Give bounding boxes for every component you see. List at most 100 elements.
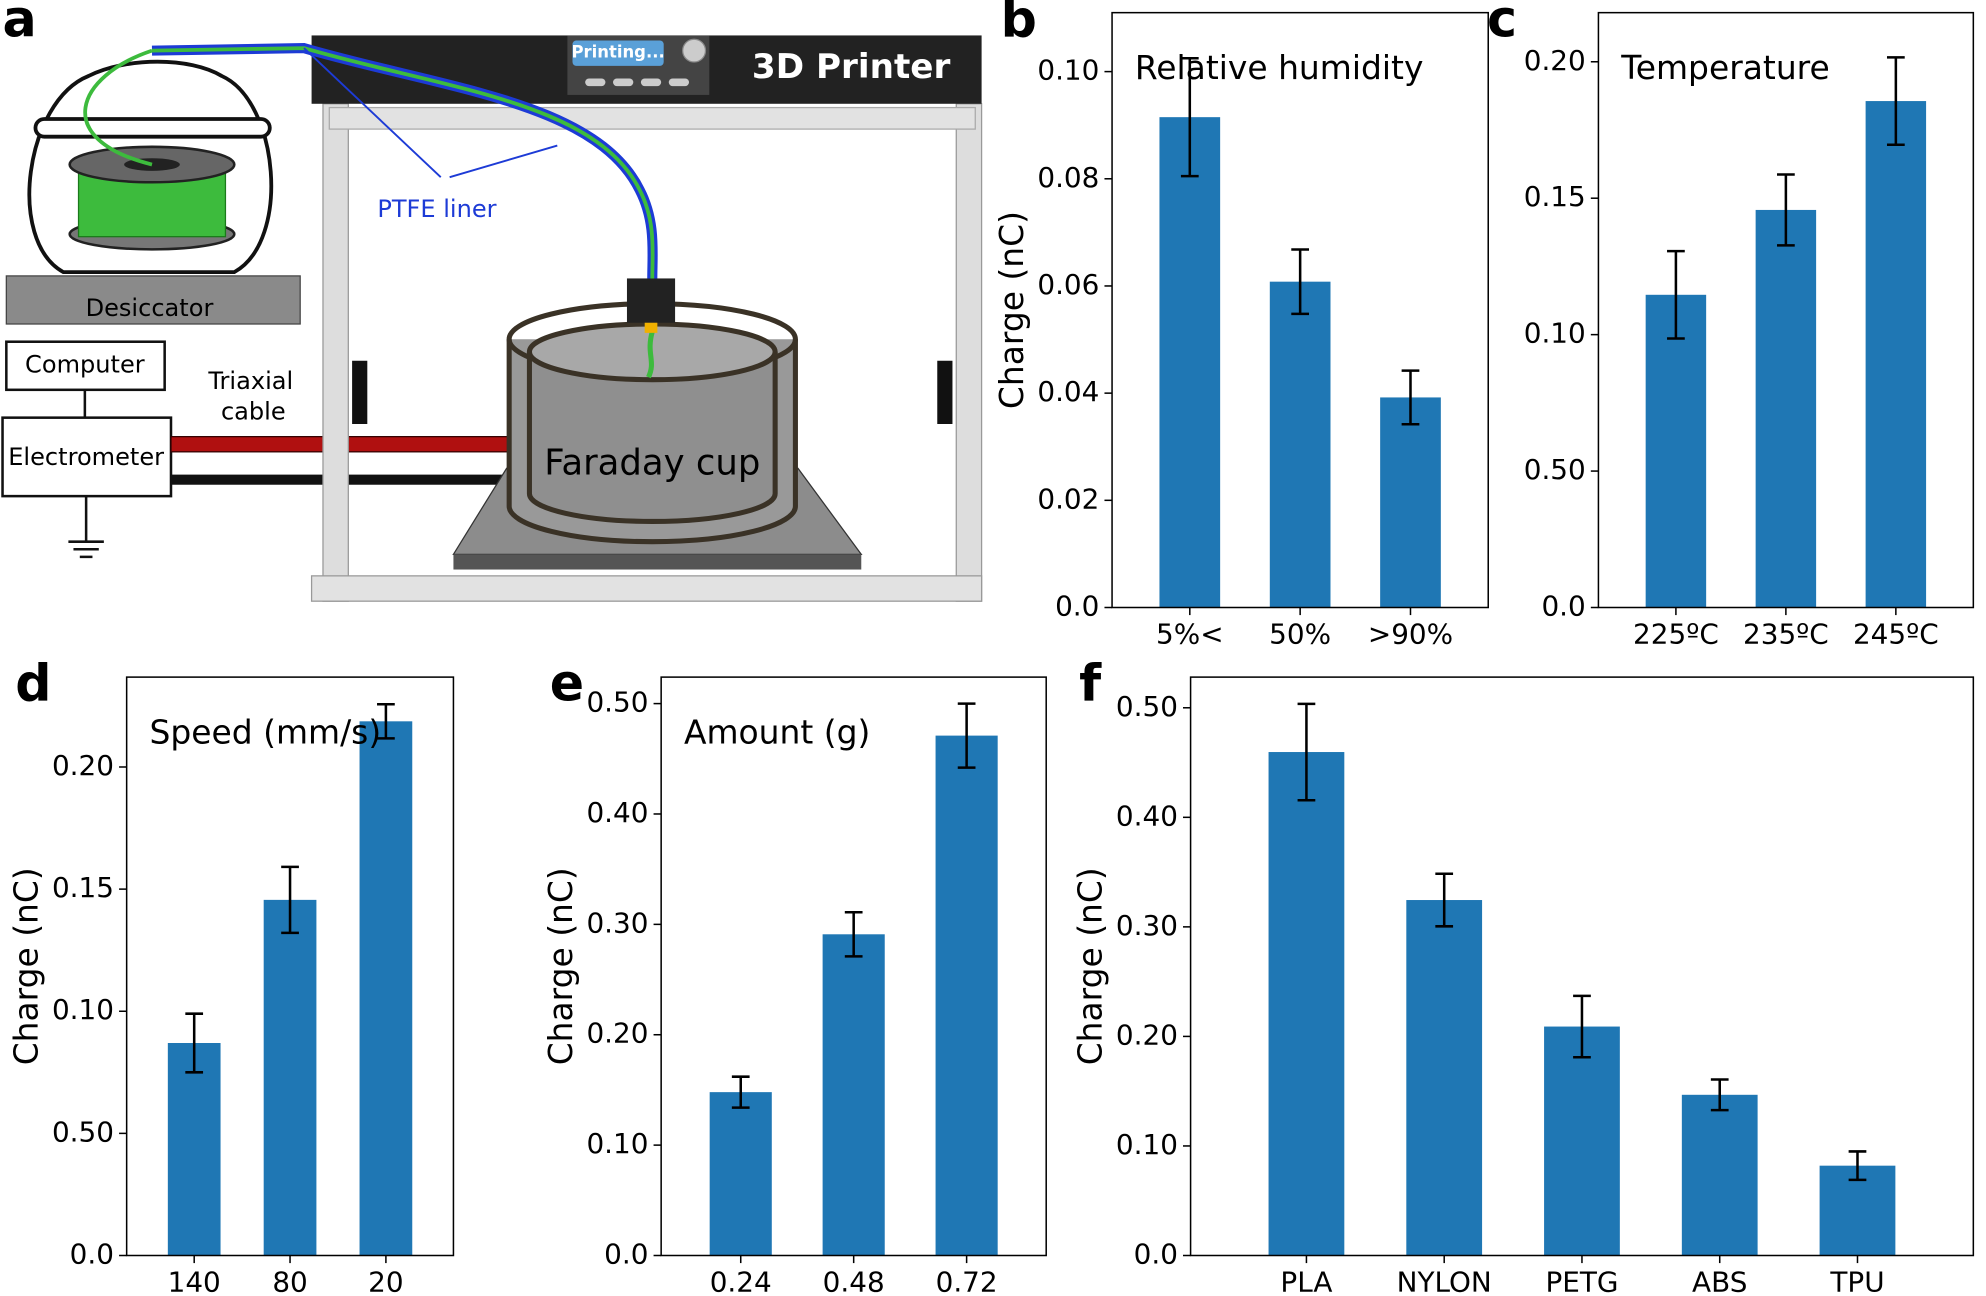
filament-in-tube: [151, 46, 655, 279]
chart-title: Temperature: [1620, 48, 1830, 87]
buttons: [585, 78, 690, 87]
x-tick-label: 140: [168, 1265, 221, 1296]
x-tick-label: 0.48: [823, 1265, 885, 1296]
electrometer-label: Electrometer: [8, 443, 164, 471]
y-tick-label: 0.02: [1037, 482, 1099, 515]
triaxial-cable: [170, 436, 533, 453]
y-tick-label: 0.40: [586, 796, 648, 829]
x-tick-label: PLA: [1280, 1265, 1332, 1296]
x-tick-label: 80: [272, 1265, 307, 1296]
bar: [709, 1092, 772, 1256]
frame-bar: [328, 106, 976, 130]
chart-title: Amount (g): [684, 713, 870, 752]
plate: [5, 275, 301, 325]
y-axis-label: Charge (nC): [6, 867, 45, 1065]
y-tick-label: 0.10: [1037, 54, 1099, 87]
y-tick-label: 0.0: [70, 1238, 114, 1271]
cable-label: cable: [221, 398, 286, 426]
y-tick-label: 0.20: [586, 1017, 648, 1050]
y-tick-label: 0.20: [1524, 44, 1586, 77]
y-axis-label: Charge (nC): [992, 211, 1031, 409]
printer-label: 3D Printer: [752, 47, 951, 87]
y-tick-label: 0.15: [1524, 180, 1586, 213]
liner-label: PTFE liner: [377, 195, 496, 223]
y-tick-label: 0.20: [52, 749, 114, 782]
bar: [1269, 281, 1331, 608]
axes-frame: [660, 676, 1047, 1257]
ground: [68, 496, 104, 559]
y-tick-label: 0.50: [586, 686, 648, 719]
bar: [1159, 117, 1221, 608]
x-tick-label: 245ºC: [1853, 617, 1939, 650]
extrudate: [646, 330, 655, 379]
y-tick-label: 0.0: [1134, 1238, 1178, 1271]
y-tick-label: 0.30: [586, 906, 648, 939]
y-tick-label: 0.50: [1116, 690, 1178, 723]
y-tick-label: 0.10: [586, 1127, 648, 1160]
x-tick-label: >90%: [1368, 617, 1453, 650]
bar: [167, 1043, 221, 1256]
pointer: [303, 47, 558, 179]
nozzle-tip: [644, 322, 658, 333]
panel-label: f: [1079, 654, 1102, 713]
y-tick-label: 0.15: [52, 871, 114, 904]
knob: [682, 38, 707, 63]
desiccator-label: Desiccator: [86, 294, 214, 322]
y-tick-label: 0.08: [1037, 161, 1099, 194]
panel-label: c: [1487, 0, 1517, 48]
cable-label: Triaxial: [207, 367, 293, 395]
x-tick-label: 225ºC: [1633, 617, 1719, 650]
panel-label: e: [550, 654, 584, 713]
chart-title: Relative humidity: [1135, 48, 1424, 87]
y-tick-label: 0.50: [1524, 453, 1586, 486]
computer-label: Computer: [25, 351, 145, 379]
bar: [1865, 101, 1927, 608]
x-tick-label: ABS: [1692, 1265, 1747, 1296]
x-tick-label: 0.72: [936, 1265, 998, 1296]
x-tick-label: 20: [368, 1265, 403, 1296]
panel-label: b: [1001, 0, 1037, 48]
y-tick-label: 0.10: [1116, 1128, 1178, 1161]
stage-edge: [453, 554, 862, 570]
inner-cup: [526, 351, 778, 524]
axes-frame: [1189, 676, 1975, 1257]
setup-diagram: a Desiccator Computer Electrometer Triax…: [1, 0, 983, 602]
x-tick-label: 5%<: [1156, 617, 1224, 650]
x-tick-label: 50%: [1269, 617, 1331, 650]
x-tick-label: 235ºC: [1743, 617, 1829, 650]
lid: [33, 117, 272, 139]
y-tick-label: 0.10: [52, 993, 114, 1026]
filament: [83, 48, 153, 167]
bar: [822, 934, 885, 1256]
x-tick-label: TPU: [1829, 1265, 1884, 1296]
cup-label: Faraday cup: [544, 442, 760, 483]
display: [572, 40, 664, 66]
axes-frame: [125, 676, 455, 1257]
bar: [1268, 752, 1345, 1256]
bar: [359, 721, 413, 1256]
bar: [1544, 1026, 1620, 1256]
y-tick-label: 0.06: [1037, 268, 1099, 301]
chart-title: Speed (mm/s): [149, 713, 381, 752]
y-tick-label: 0.0: [1055, 590, 1099, 623]
bar: [1380, 397, 1441, 608]
y-tick-label: 0.20: [1116, 1018, 1178, 1051]
y-tick-label: 0.40: [1116, 799, 1178, 832]
y-tick-label: 0.50: [52, 1115, 114, 1148]
y-tick-label: 0.04: [1037, 375, 1099, 408]
bar: [1755, 209, 1817, 608]
bar: [1406, 900, 1483, 1256]
panel-label: d: [15, 654, 51, 713]
y-axis-label: Charge (nC): [541, 867, 580, 1065]
frame-bar: [310, 575, 983, 602]
x-tick-label: PETG: [1545, 1265, 1618, 1296]
x-tick-label: 0.24: [710, 1265, 772, 1296]
bar: [1681, 1094, 1758, 1256]
axes-frame: [1111, 11, 1489, 609]
frame-post: [322, 103, 349, 602]
y-tick-label: 0.10: [1524, 317, 1586, 350]
electrometer-box: [1, 416, 173, 498]
display-label: Printing...: [571, 43, 664, 62]
y-axis-label: Charge (nC): [1070, 867, 1109, 1065]
